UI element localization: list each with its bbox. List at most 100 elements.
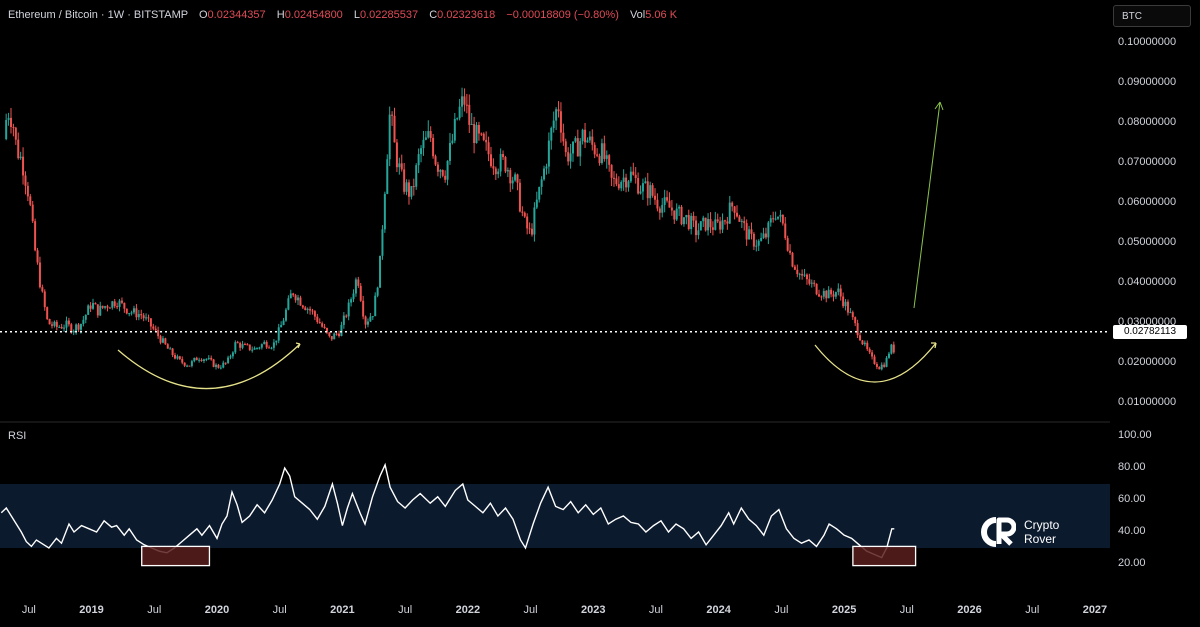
candle-body	[514, 174, 517, 181]
candle-body	[202, 359, 205, 361]
candle-body	[639, 191, 642, 194]
candle-body	[757, 240, 760, 246]
candle-body	[576, 138, 579, 157]
candle-body	[533, 207, 536, 235]
candle-body	[854, 317, 857, 324]
candle-body	[169, 348, 172, 350]
candle-body	[793, 266, 796, 270]
candle-body	[760, 237, 763, 241]
candle-body	[412, 186, 415, 188]
rsi-band	[0, 484, 1110, 548]
time-axis-tick: Jul	[523, 604, 538, 616]
candle-body	[5, 120, 8, 139]
candle-body	[48, 319, 51, 325]
candle-body	[67, 320, 70, 325]
candle-body	[263, 341, 266, 345]
candle-body	[830, 289, 833, 295]
candle-body	[304, 307, 307, 310]
candle-body	[424, 137, 427, 140]
candle-body	[555, 109, 558, 121]
candle-body	[120, 300, 123, 303]
candle-body	[371, 316, 374, 318]
candle-body	[813, 282, 816, 284]
rsi-axis-tick: 100.00	[1118, 429, 1152, 441]
time-axis-tick: Jul	[899, 604, 914, 616]
price-axis-tick: 0.09000000	[1118, 76, 1177, 88]
candle-body	[890, 344, 893, 354]
candle-body	[815, 283, 818, 295]
price-axis-tick: 0.05000000	[1118, 236, 1177, 248]
candle-body	[229, 356, 232, 358]
candle-body	[405, 182, 408, 192]
candle-body	[128, 313, 131, 315]
currency-unit-button[interactable]: BTC	[1113, 5, 1191, 27]
brand-line-1: Crypto	[1024, 518, 1060, 532]
time-axis-tick: Jul	[272, 604, 287, 616]
candle-body	[502, 154, 505, 158]
rsi-pane	[0, 462, 1110, 567]
candle-body	[644, 181, 647, 184]
candle-body	[256, 347, 259, 349]
candle-body	[564, 141, 567, 153]
candle-body	[292, 293, 295, 296]
candle-body	[275, 340, 278, 343]
candle-body	[646, 181, 649, 199]
candle-body	[362, 300, 365, 317]
candle-body	[834, 292, 837, 297]
candle-body	[801, 273, 804, 276]
candle-body	[764, 233, 767, 238]
candle-body	[294, 295, 297, 301]
candle-body	[468, 104, 471, 125]
candle-body	[444, 175, 447, 180]
candle-body	[34, 221, 37, 251]
candle-body	[808, 279, 811, 284]
candle-body	[504, 157, 507, 172]
candle-body	[70, 324, 73, 333]
candle-body	[398, 163, 401, 168]
candle-body	[55, 321, 58, 327]
candle-body	[306, 308, 309, 310]
candle-body	[543, 168, 546, 180]
candle-body	[357, 279, 360, 286]
candle-body	[673, 210, 676, 220]
candle-body	[24, 175, 27, 186]
candle-body	[43, 291, 46, 308]
projection-arrow	[913, 101, 941, 309]
candle-body	[297, 297, 300, 301]
candle-body	[154, 328, 157, 331]
candle-body	[451, 140, 454, 143]
candle-body	[593, 144, 596, 155]
candle-body	[791, 252, 794, 267]
candle-body	[518, 182, 521, 212]
candle-body	[248, 344, 251, 350]
time-axis-tick: Jul	[147, 604, 162, 616]
time-axis-tick: 2019	[79, 604, 104, 616]
candle-body	[243, 344, 246, 346]
price-axis-tick: 0.01000000	[1118, 396, 1177, 408]
price-axis-tick: 0.04000000	[1118, 276, 1177, 288]
candle-body	[284, 309, 287, 321]
candle-body	[29, 196, 32, 205]
candle-body	[733, 206, 736, 213]
candle-body	[499, 154, 502, 172]
candle-body	[552, 120, 555, 128]
candle-body	[557, 109, 560, 112]
candle-body	[374, 295, 377, 317]
candle-body	[473, 123, 476, 144]
candle-body	[217, 364, 220, 368]
candle-body	[60, 326, 63, 329]
candle-body	[352, 293, 355, 300]
candle-body	[596, 154, 599, 156]
candle-body	[157, 330, 160, 337]
candle-body	[280, 325, 283, 328]
candle-body	[774, 218, 777, 220]
candle-body	[347, 302, 350, 317]
rsi-pane-label: RSI	[8, 430, 27, 442]
candle-body	[668, 200, 671, 208]
candle-body	[530, 228, 533, 235]
candle-body	[641, 183, 644, 192]
candle-body	[521, 211, 524, 213]
candle-body	[755, 245, 758, 247]
candle-body	[63, 327, 66, 329]
